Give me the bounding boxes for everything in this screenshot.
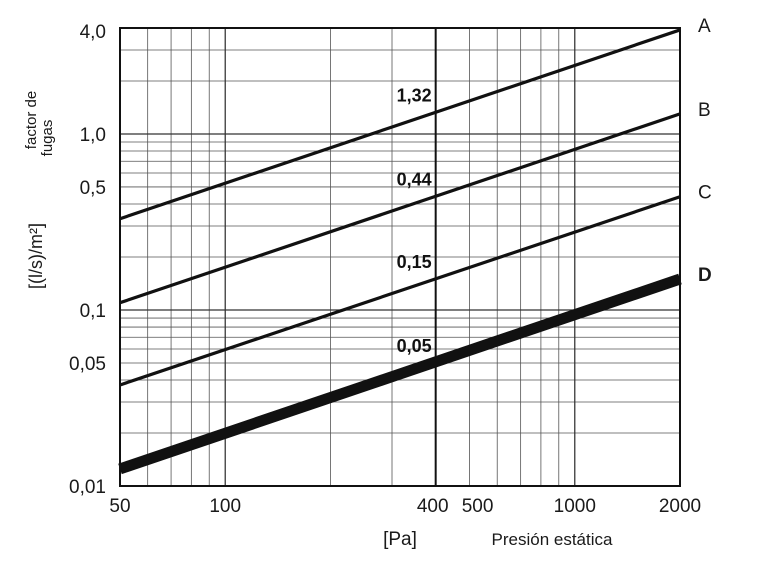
y-tick-label: 0,05 xyxy=(69,354,106,375)
x-tick-label: 500 xyxy=(462,496,494,517)
x-tick-label: 50 xyxy=(109,496,130,517)
annotation-c: 0,15 xyxy=(397,252,432,272)
series-label-b: B xyxy=(698,100,711,121)
x-axis-unit: [Pa] xyxy=(383,529,417,550)
series-line-c xyxy=(119,195,681,387)
series-label-d: D xyxy=(698,265,712,286)
series-label-c: C xyxy=(698,183,712,204)
x-tick-label: 400 xyxy=(417,496,449,517)
y-tick-label: 1,0 xyxy=(80,125,106,146)
x-tick-labels: 50 100 400 500 1000 2000 xyxy=(109,496,701,517)
annotation-a: 1,32 xyxy=(397,86,432,106)
x-tick-label: 100 xyxy=(209,496,241,517)
y-tick-label: 0,5 xyxy=(80,178,106,199)
x-tick-label: 1000 xyxy=(554,496,596,517)
series-line-a xyxy=(119,28,681,221)
y-tick-label: 0,1 xyxy=(80,301,106,322)
y-axis-title-line1: factor de xyxy=(23,91,40,149)
series-label-a: A xyxy=(698,16,711,37)
y-tick-label: 0,01 xyxy=(69,477,106,498)
x-tick-label: 2000 xyxy=(659,496,701,517)
annotation-b: 0,44 xyxy=(397,170,432,190)
plot-frame xyxy=(119,27,681,487)
y-tick-labels: 0,01 0,05 0,1 0,5 1,0 4,0 xyxy=(69,22,106,498)
x-axis-title: Presión estática xyxy=(492,530,613,549)
series-lines xyxy=(118,28,682,475)
annotations: 1,32 0,44 0,15 0,05 xyxy=(397,86,432,356)
y-axis-unit: [(l/s)/m²] xyxy=(26,223,46,289)
y-axis-title-line2: fugas xyxy=(39,120,56,157)
series-line-d xyxy=(118,273,682,475)
series-line-b xyxy=(119,112,681,305)
annotation-d: 0,05 xyxy=(397,336,432,356)
y-tick-label: 4,0 xyxy=(80,22,106,43)
series-letters: A B C D xyxy=(698,16,712,286)
